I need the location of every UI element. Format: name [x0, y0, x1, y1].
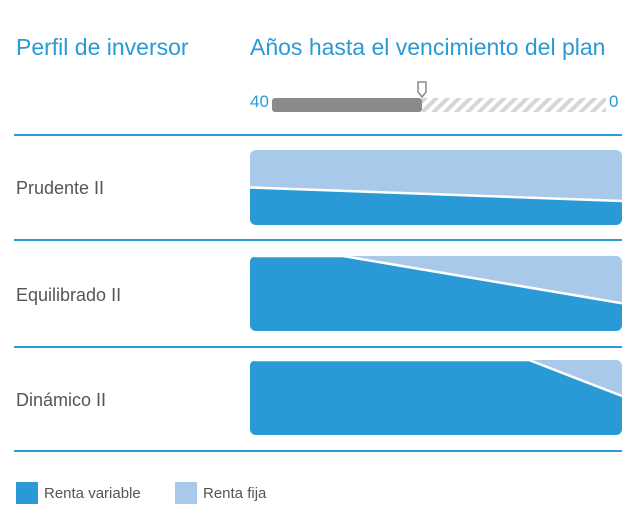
- timeline-elapsed-fill: [272, 98, 422, 112]
- allocation-chart-prudente: [250, 150, 622, 225]
- allocation-chart-dinamico: [250, 360, 622, 435]
- allocation-boundary-line: [250, 186, 622, 203]
- timeline-start-label: 40: [250, 92, 269, 111]
- timeline-marker: [417, 81, 427, 99]
- profile-label-dinamico: Dinámico II: [16, 390, 107, 410]
- legend-item-fixed: Renta fija: [175, 482, 266, 504]
- profile-column-title: Perfil de inversor: [16, 34, 189, 60]
- years-column-title: Años hasta el vencimiento del plan: [250, 34, 606, 60]
- profile-label-equilibrado: Equilibrado II: [16, 285, 122, 305]
- allocation-chart-equilibrado: [250, 256, 622, 331]
- legend-swatch-variable: [16, 482, 38, 504]
- legend-label-variable: Renta variable: [44, 484, 141, 502]
- legend-swatch-fixed: [175, 482, 197, 504]
- divider: [14, 450, 622, 452]
- legend-label-fixed: Renta fija: [203, 484, 267, 502]
- variable-income-area: [250, 187, 622, 225]
- divider: [14, 346, 622, 348]
- timeline-end-label: 0: [609, 92, 619, 111]
- allocation-boundary-line: [250, 360, 622, 398]
- timeline-remaining-track: [422, 98, 606, 112]
- allocation-boundary-line: [250, 256, 622, 305]
- variable-income-area: [250, 256, 622, 331]
- legend-item-variable: Renta variable: [16, 482, 141, 504]
- variable-income-area: [250, 360, 622, 435]
- divider: [14, 239, 622, 241]
- timeline-progress-bar: [272, 81, 606, 112]
- profile-label-prudente: Prudente II: [16, 178, 105, 198]
- divider: [14, 134, 622, 136]
